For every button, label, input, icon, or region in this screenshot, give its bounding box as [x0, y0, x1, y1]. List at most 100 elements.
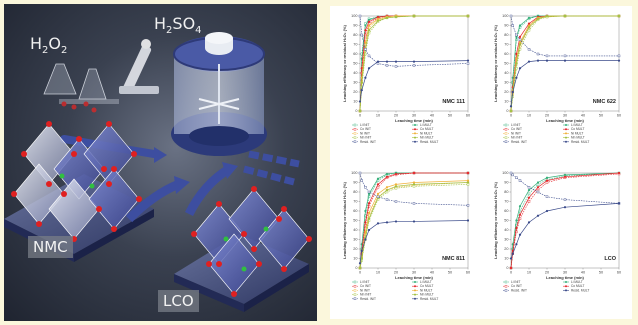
data-point	[563, 198, 567, 201]
data-point	[364, 48, 367, 51]
y-tick-label: 30	[353, 238, 357, 242]
legend-marker	[414, 140, 416, 143]
chart-nmc622: 0 10 20 30 40 50 60 70 80 90 100 0 10 20 30 40 50 60 Leach…	[493, 14, 621, 144]
data-point	[527, 200, 531, 203]
legend-label: Co INIT	[511, 284, 522, 288]
data-point	[412, 220, 416, 223]
data-point	[527, 60, 531, 63]
legend-marker	[414, 132, 416, 135]
data-point	[364, 29, 367, 32]
chart-lco: 0 10 20 30 40 50 60 70 80 90 100 0 10 20 30 40 50 60 Leach…	[493, 171, 621, 292]
x-tick-label: 60	[466, 271, 470, 275]
y-tick-label: 30	[504, 81, 508, 85]
x-axis-label: Leaching time (min)	[546, 118, 584, 123]
x-axis-label: Leaching time (min)	[395, 275, 433, 280]
legend-label: Li MULT	[571, 123, 583, 127]
x-tick-label: 40	[581, 271, 585, 275]
data-point	[515, 243, 518, 246]
legend-label: Co INIT	[360, 284, 371, 288]
x-tick-label: 50	[599, 114, 603, 118]
charts-grid: 0 10 20 30 40 50 60 70 80 90 100 0 10 20 30 40 50 60 Leach…	[330, 6, 632, 319]
data-point	[385, 198, 389, 201]
data-point	[511, 90, 514, 94]
legend-label: Co INIT	[511, 127, 522, 131]
legend-label: Ni INIT	[360, 288, 370, 292]
data-point	[511, 95, 514, 98]
legend-label: Resid. INIT	[360, 140, 376, 144]
x-tick-label: 30	[563, 271, 567, 275]
legend-label: Resid. INIT	[511, 288, 527, 292]
y-tick-label: 10	[353, 100, 357, 104]
data-point	[466, 179, 470, 182]
data-point	[385, 189, 389, 192]
data-point	[545, 14, 549, 18]
series-line	[359, 15, 468, 112]
data-point	[509, 109, 513, 113]
y-tick-label: 80	[353, 190, 357, 194]
y-tick-label: 30	[353, 81, 357, 85]
data-point	[511, 24, 514, 27]
data-point	[376, 17, 380, 20]
legend-label: Resid. MULT	[571, 140, 589, 144]
data-point	[518, 205, 522, 208]
legend-label: Resid. MULT	[420, 297, 438, 301]
data-point	[466, 204, 470, 207]
data-point	[360, 257, 363, 260]
chart-title: LCO	[604, 256, 616, 262]
data-point	[563, 54, 567, 58]
series-line	[359, 15, 468, 112]
data-point	[367, 211, 371, 214]
series-line	[510, 15, 619, 112]
data-point	[358, 100, 362, 103]
x-tick-label: 40	[430, 114, 434, 118]
x-tick-label: 60	[617, 114, 621, 118]
data-point	[511, 173, 514, 177]
x-axis-label: Leaching time (min)	[546, 275, 584, 280]
legend-marker	[504, 284, 508, 288]
data-point	[412, 183, 416, 186]
data-point	[617, 54, 621, 58]
data-point	[394, 220, 398, 223]
data-point	[515, 62, 518, 65]
chart-panel-lco: 0 10 20 30 40 50 60 70 80 90 100 0 10 20 30 40 50 60 Leach…	[481, 163, 631, 319]
y-tick-label: 20	[353, 247, 357, 251]
data-point	[376, 192, 380, 195]
legend-label: Ni MULT	[420, 131, 432, 135]
y-tick-label: 90	[353, 181, 357, 185]
data-point	[511, 243, 514, 246]
data-point	[367, 54, 371, 58]
x-tick-label: 50	[448, 114, 452, 118]
data-point	[515, 219, 518, 222]
legend-label: Resid. INIT	[511, 140, 527, 144]
legend-marker	[414, 124, 416, 126]
legend-marker	[565, 124, 567, 126]
x-tick-label: 30	[412, 271, 416, 275]
x-tick-label: 20	[394, 271, 398, 275]
y-axis-label: Leaching efficiency or residual H₂O₂ (%)	[493, 24, 498, 101]
legend-label: Co MULT	[571, 127, 584, 131]
data-point	[536, 59, 540, 62]
legend-label: Resid. MULT	[571, 288, 589, 292]
series-line	[359, 15, 468, 112]
data-point	[563, 175, 567, 178]
legend-marker	[414, 289, 416, 292]
data-point	[509, 105, 513, 108]
data-point	[376, 222, 380, 225]
plot-frame	[359, 15, 469, 112]
legend-label: Co MULT	[420, 127, 433, 131]
h2so4-label: H2SO4	[154, 14, 202, 37]
series-line	[359, 15, 468, 112]
data-point	[367, 217, 371, 220]
legend-label: Ni INIT	[360, 131, 370, 135]
data-point	[545, 179, 549, 182]
legend-label: Li INIT	[360, 123, 369, 127]
chart-title: NMC 622	[593, 99, 616, 105]
y-tick-label: 0	[506, 109, 508, 113]
legend-marker	[504, 136, 508, 139]
y-tick-label: 60	[353, 209, 357, 213]
data-point	[515, 67, 518, 70]
data-point	[364, 33, 367, 37]
data-point	[364, 230, 367, 233]
legend-label: Li MULT	[571, 280, 583, 284]
x-tick-label: 60	[466, 114, 470, 118]
